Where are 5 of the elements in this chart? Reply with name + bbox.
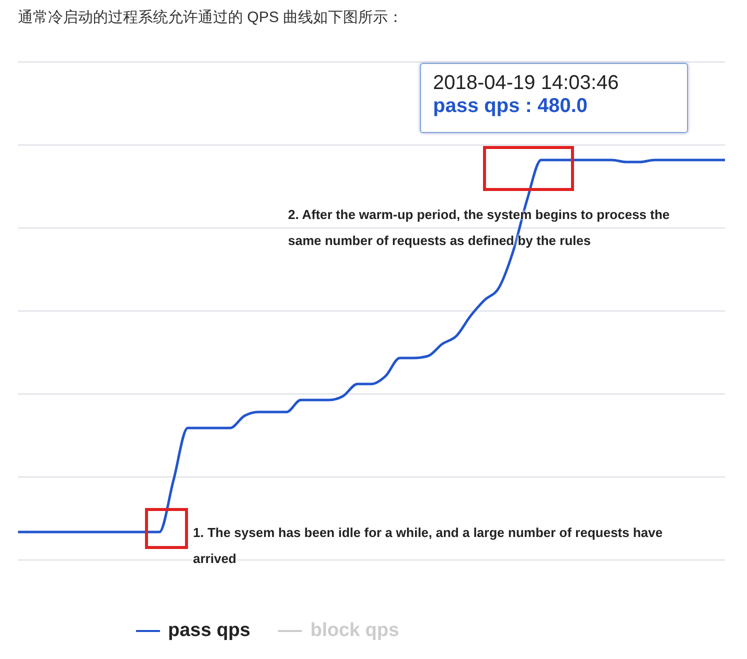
legend-label: pass qps: [168, 620, 250, 642]
chart-title: 通常冷启动的过程系统允许通过的 QPS 曲线如下图所示：: [18, 8, 404, 27]
annotation: 1. The sysem has been idle for a while, and a large number of requests have arrived: [193, 524, 664, 568]
text: pass qps : 480.0: [433, 95, 589, 118]
text: 2018-04-19 14:03:46: [433, 72, 620, 95]
